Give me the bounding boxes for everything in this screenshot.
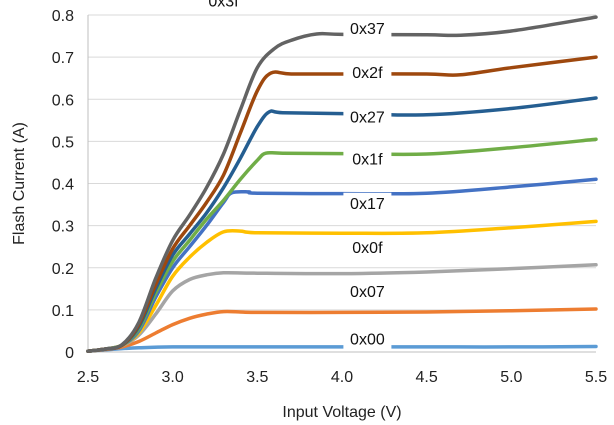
series-line-0x07 — [86, 307, 598, 353]
series-label-bg — [343, 328, 392, 351]
series-label-bg — [343, 237, 392, 260]
y-tick-label: 0 — [65, 345, 74, 362]
x-tick-label: 5.0 — [500, 369, 522, 386]
series-label-bg — [343, 106, 392, 129]
series-label-0x27: 0x27 — [350, 109, 385, 126]
y-tick-label: 0.6 — [52, 92, 74, 109]
axes: 0 0.1 0.2 0.3 0.4 0.5 0.6 0.7 0.8 2.5 3.0 3.5 4.0 4.5… — [52, 8, 607, 386]
series-label-bg — [343, 148, 392, 171]
x-tick-label: 4.0 — [331, 369, 353, 386]
series-label-0x2f: 0x2f — [352, 65, 383, 82]
x-tick-label: 3.0 — [162, 369, 184, 386]
y-tick-label: 0.2 — [52, 261, 74, 278]
y-tick-label: 0.1 — [52, 303, 74, 320]
series-label-bg — [343, 17, 392, 40]
x-tick-label: 3.5 — [246, 369, 268, 386]
y-tick-label: 0.4 — [52, 177, 74, 194]
x-tick-label: 4.5 — [416, 369, 438, 386]
y-axis-title: Flash Current (A) — [11, 122, 28, 245]
series-lines — [86, 15, 598, 353]
series-label-0x37: 0x37 — [350, 21, 385, 38]
series-line-0x17 — [86, 219, 598, 353]
x-tick-label: 5.5 — [585, 369, 607, 386]
series-label-0x17: 0x17 — [350, 196, 385, 213]
series-label-bg — [343, 192, 392, 215]
series-label-0x07: 0x07 — [350, 284, 385, 301]
x-tick-label: 2.5 — [77, 369, 99, 386]
series-line-0x27 — [86, 137, 598, 353]
series-label-bg — [199, 0, 248, 13]
series-label-0x00: 0x00 — [350, 331, 385, 348]
series-label-0x3f: 0x3f — [208, 0, 239, 11]
y-tick-label: 0.3 — [52, 219, 74, 236]
series-line-0x37 — [86, 55, 598, 353]
series-label-bg — [343, 62, 392, 85]
series-label-bg — [343, 281, 392, 304]
series-label-0x1f: 0x1f — [352, 152, 383, 169]
series-line-0x3f — [86, 15, 598, 353]
y-tick-label: 0.8 — [52, 8, 74, 25]
y-tick-label: 0.5 — [52, 134, 74, 151]
series-line-0x00 — [86, 344, 598, 353]
series-labels: 0x00 0x07 0x0f 0x17 0x1f 0x27 0x2f 0x37 0x3f — [199, 0, 392, 351]
series-label-0x0f: 0x0f — [352, 240, 383, 257]
x-axis-title: Input Voltage (V) — [282, 404, 401, 421]
y-tick-label: 0.7 — [52, 50, 74, 67]
